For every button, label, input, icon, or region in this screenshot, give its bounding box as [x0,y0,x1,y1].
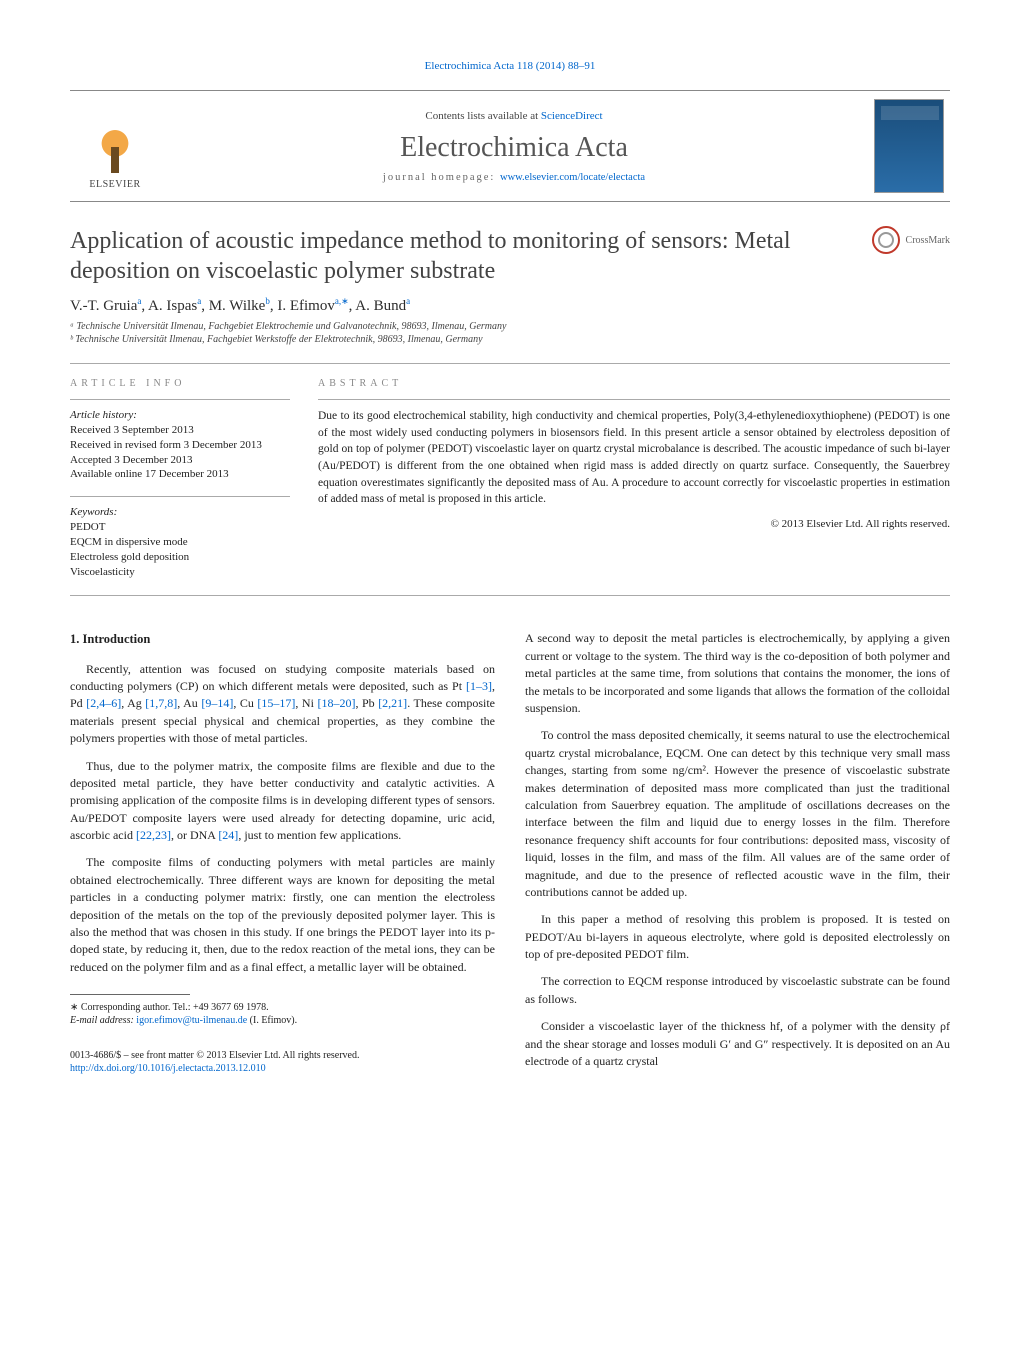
history-label: Article history: [70,408,290,423]
email-link[interactable]: igor.efimov@tu-ilmenau.de [136,1015,247,1026]
footnote-separator [70,994,190,995]
authors: V.-T. Gruiaa, A. Ispasa, M. Wilkeb, I. E… [70,296,950,315]
paragraph: The composite films of conducting polyme… [70,854,495,976]
front-matter-line: 0013-4686/$ – see front matter © 2013 El… [70,1049,495,1062]
crossmark-label: CrossMark [906,235,950,246]
column-right: A second way to deposit the metal partic… [525,630,950,1080]
elsevier-logo: ELSEVIER [76,102,154,190]
affiliation-a: ᵃ Technische Universität Ilmenau, Fachge… [70,321,950,332]
journal-name: Electrochimica Acta [154,132,874,164]
section-1-title: 1. Introduction [70,630,495,648]
history-received: Received 3 September 2013 [70,423,290,438]
elsevier-text: ELSEVIER [89,179,140,190]
ref-link[interactable]: [22,23] [136,828,171,842]
ref-link[interactable]: [1–3] [466,679,492,693]
contents-line: Contents lists available at ScienceDirec… [154,110,874,122]
meta-row: article info Article history: Received 3… [70,378,950,579]
abstract-head: abstract [318,378,950,389]
article-history: Article history: Received 3 September 20… [70,408,290,482]
homepage-link[interactable]: www.elsevier.com/locate/electacta [500,172,645,183]
keywords-label: Keywords: [70,505,290,520]
keyword: Electroless gold deposition [70,550,290,565]
crossmark-badge[interactable]: CrossMark [872,226,950,254]
divider [70,496,290,497]
paragraph: A second way to deposit the metal partic… [525,630,950,717]
article-info-column: article info Article history: Received 3… [70,378,290,579]
contents-prefix: Contents lists available at [425,110,540,122]
ref-link[interactable]: [2,4–6] [86,696,121,710]
footnote-corr: ∗ Corresponding author. Tel.: +49 3677 6… [70,1001,495,1014]
ref-link[interactable]: [18–20] [317,696,355,710]
keyword: Viscoelasticity [70,565,290,580]
article-info-head: article info [70,378,290,389]
banner-center: Contents lists available at ScienceDirec… [154,110,874,183]
corresponding-author-footnote: ∗ Corresponding author. Tel.: +49 3677 6… [70,1001,495,1027]
title-row: Application of acoustic impedance method… [70,226,950,286]
divider [70,399,290,400]
paragraph: In this paper a method of resolving this… [525,911,950,963]
abstract-column: abstract Due to its good electrochemical… [318,378,950,579]
affiliation-b: ᵇ Technische Universität Ilmenau, Fachge… [70,334,950,345]
history-accepted: Accepted 3 December 2013 [70,453,290,468]
elsevier-tree-icon [87,121,143,177]
ref-link[interactable]: [1,7,8] [145,696,177,710]
divider [70,363,950,364]
history-online: Available online 17 December 2013 [70,467,290,482]
divider [70,595,950,596]
journal-banner: ELSEVIER Contents lists available at Sci… [70,90,950,202]
keyword: EQCM in dispersive mode [70,535,290,550]
paragraph: To control the mass deposited chemically… [525,727,950,901]
doi-link[interactable]: http://dx.doi.org/10.1016/j.electacta.20… [70,1063,266,1074]
sciencedirect-link[interactable]: ScienceDirect [541,110,603,122]
abstract-copyright: © 2013 Elsevier Ltd. All rights reserved… [318,518,950,530]
ref-link[interactable]: [2,21] [378,696,407,710]
ref-link[interactable]: [15–17] [257,696,295,710]
paragraph: Recently, attention was focused on study… [70,661,495,748]
article-title: Application of acoustic impedance method… [70,226,830,286]
ref-link[interactable]: [9–14] [201,696,233,710]
doi-block: 0013-4686/$ – see front matter © 2013 El… [70,1049,495,1075]
homepage-prefix: journal homepage: [383,172,500,183]
crossmark-icon [872,226,900,254]
running-head: Electrochimica Acta 118 (2014) 88–91 [70,60,950,72]
footnote-email-line: E-mail address: igor.efimov@tu-ilmenau.d… [70,1014,495,1027]
paragraph: The correction to EQCM response introduc… [525,973,950,1008]
ref-link[interactable]: [24] [218,828,238,842]
body-columns: 1. Introduction Recently, attention was … [70,630,950,1080]
history-revised: Received in revised form 3 December 2013 [70,438,290,453]
keywords-block: Keywords: PEDOT EQCM in dispersive mode … [70,505,290,579]
divider [318,399,950,400]
abstract-body: Due to its good electrochemical stabilit… [318,408,950,508]
column-left: 1. Introduction Recently, attention was … [70,630,495,1080]
journal-cover-thumb [874,99,944,193]
paragraph: Consider a viscoelastic layer of the thi… [525,1018,950,1070]
paragraph: Thus, due to the polymer matrix, the com… [70,758,495,845]
homepage-line: journal homepage: www.elsevier.com/locat… [154,172,874,183]
keyword: PEDOT [70,520,290,535]
